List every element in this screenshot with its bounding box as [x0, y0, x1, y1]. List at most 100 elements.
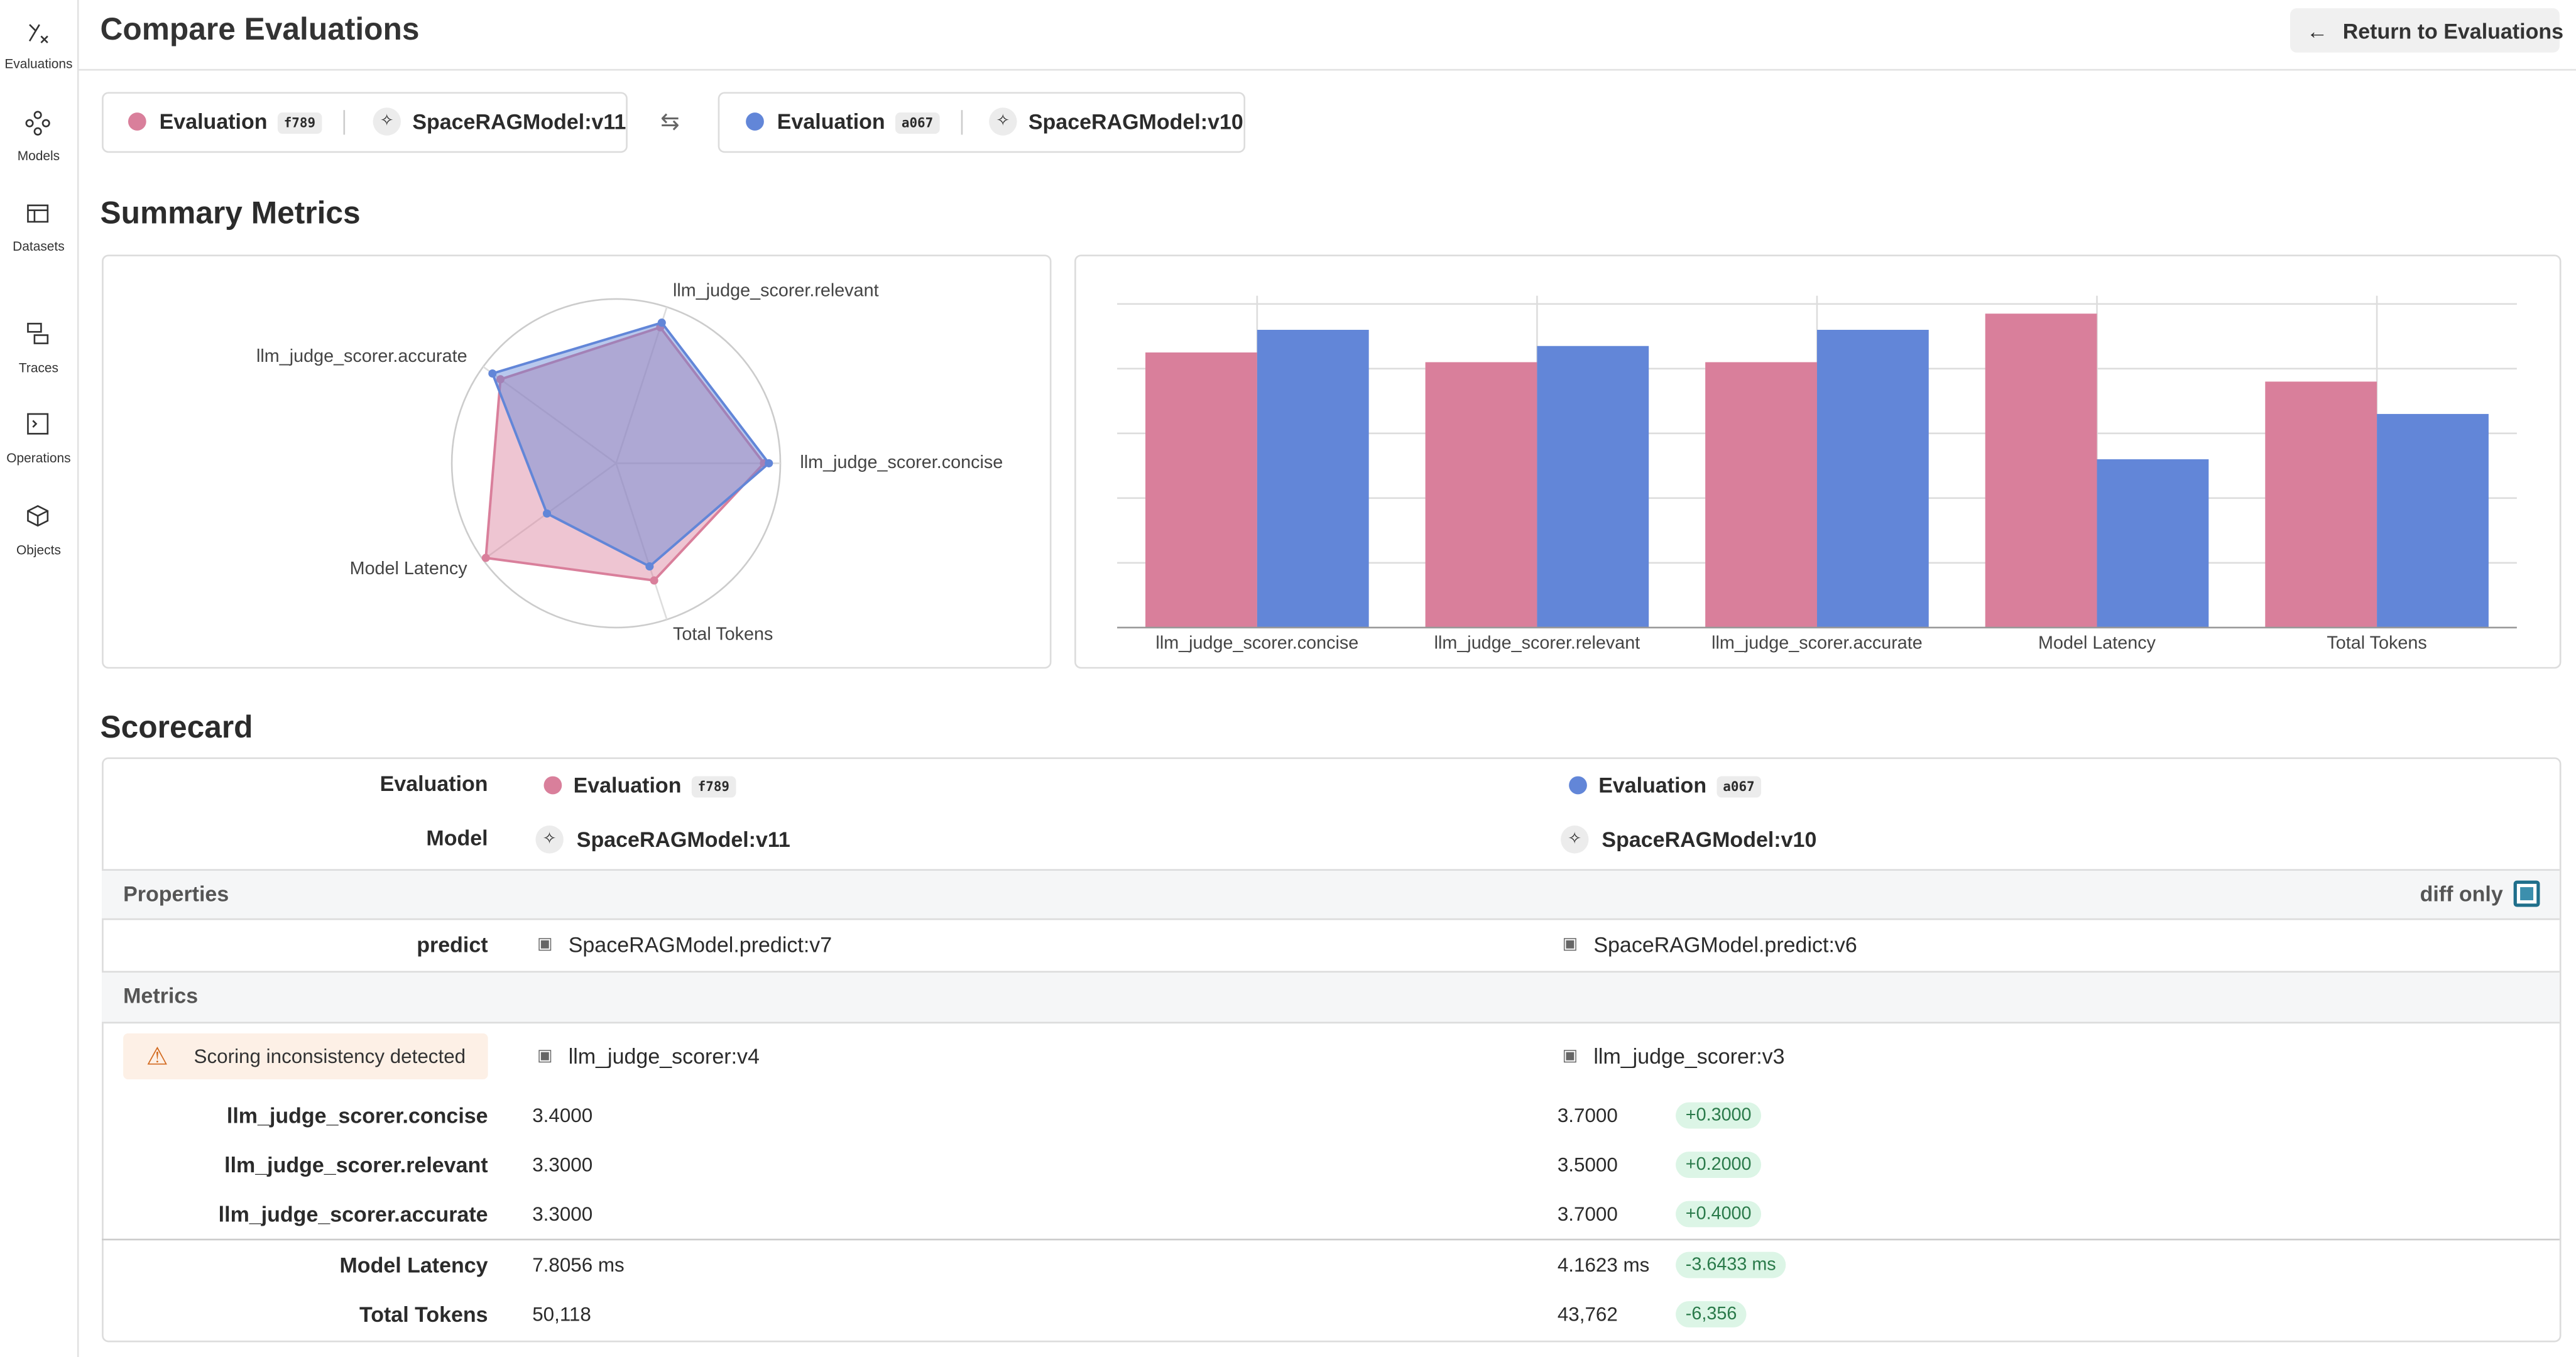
eval-text: Evaluation	[777, 109, 885, 134]
diff-only-checkbox[interactable]	[2513, 880, 2540, 907]
metric-value: 43,762	[1557, 1302, 1618, 1326]
selection-b[interactable]	[718, 92, 1246, 153]
eval-id: a067	[1716, 776, 1762, 798]
metric-value: 3.7000	[1557, 1202, 1618, 1226]
color-dot	[1569, 776, 1587, 795]
section-title: Scorecard	[100, 711, 253, 746]
eval-label: Evaluation a067	[1598, 773, 1762, 798]
icon	[25, 111, 50, 136]
nav-operations[interactable]: Operations	[6, 450, 71, 466]
metric-value: 3.3000	[532, 1202, 593, 1226]
axis-label: Model Latency	[350, 559, 468, 579]
section-band	[102, 869, 2560, 920]
nav-objects[interactable]: Objects	[16, 543, 61, 558]
x-tick-label: Model Latency	[2038, 633, 2156, 653]
bar	[1816, 329, 1929, 628]
row-divider	[102, 1238, 2560, 1241]
metric-label: llm_judge_scorer.relevant	[224, 1152, 488, 1177]
model-icon: ✧	[373, 107, 401, 136]
bar	[2377, 413, 2489, 628]
metric-label: Total Tokens	[359, 1302, 488, 1327]
model-name: SpaceRAGModel:v10	[1028, 109, 1243, 134]
nav-evaluations[interactable]: Evaluations	[4, 57, 73, 72]
op-name[interactable]: SpaceRAGModel.predict:v7	[568, 932, 832, 957]
sidebar	[0, 0, 79, 1357]
eval-text: Evaluation	[573, 773, 682, 798]
bar	[2097, 459, 2209, 628]
x-tick-label: llm_judge_scorer.relevant	[1434, 633, 1640, 653]
icon	[28, 24, 48, 43]
axis-label: Total Tokens	[673, 624, 773, 645]
model-name[interactable]: SpaceRAGModel:v11	[576, 827, 790, 852]
arrow-icon: ←	[2306, 19, 2328, 44]
eval-text: Evaluation	[159, 109, 268, 134]
radar-point	[657, 319, 666, 327]
section-label: Metrics	[123, 983, 199, 1008]
radar-point	[765, 459, 773, 467]
nav-datasets[interactable]: Datasets	[13, 239, 65, 254]
section-band	[102, 971, 2560, 1024]
nav-traces[interactable]: Traces	[18, 360, 59, 376]
radar-point	[543, 509, 552, 518]
header-border	[79, 68, 2576, 71]
icon	[27, 322, 49, 344]
row-label: predict	[417, 932, 488, 957]
metric-value: 4.1623 ms	[1557, 1253, 1650, 1277]
radar-area	[491, 321, 771, 568]
eval-label: Evaluation f789	[573, 773, 736, 798]
nav-models[interactable]: Models	[17, 148, 60, 164]
page-title: Compare Evaluations	[100, 13, 420, 48]
metric-value: 3.4000	[532, 1104, 593, 1127]
bar	[1425, 362, 1537, 628]
return-label[interactable]: Return to Evaluations	[2342, 19, 2564, 44]
radar-point	[650, 576, 658, 585]
scorer-name[interactable]: llm_judge_scorer:v4	[568, 1044, 760, 1069]
warning-icon: ⚠	[146, 1043, 168, 1071]
radar-spoke	[615, 307, 668, 464]
color-dot	[746, 112, 764, 131]
bar	[2265, 381, 2377, 628]
bar	[1145, 352, 1257, 628]
row-label: Model	[426, 826, 488, 851]
bar	[1705, 362, 1817, 628]
metric-label: llm_judge_scorer.accurate	[218, 1201, 488, 1227]
eval-label: Evaluation a067	[777, 109, 940, 134]
bar	[1537, 346, 1649, 628]
metric-value: 3.5000	[1557, 1153, 1618, 1177]
scorer-name[interactable]: llm_judge_scorer:v3	[1593, 1044, 1785, 1069]
metric-diff: -6,356	[1676, 1301, 1747, 1327]
model-icon: ✧	[535, 826, 564, 854]
scorecard	[102, 757, 2562, 1343]
return-button[interactable]	[2290, 8, 2560, 53]
swap-icon[interactable]: ⇆	[660, 107, 680, 134]
model-name: SpaceRAGModel:v11	[412, 109, 626, 134]
metric-value: 3.7000	[1557, 1104, 1618, 1127]
icon	[27, 504, 49, 527]
color-dot	[128, 112, 146, 131]
model-icon: ✧	[1561, 826, 1589, 854]
color-dot	[543, 776, 562, 795]
selection-a[interactable]	[102, 92, 628, 153]
eval-text: Evaluation	[1598, 773, 1707, 798]
section-label: Properties	[123, 881, 229, 907]
metric-diff: +0.2000	[1676, 1152, 1762, 1178]
eval-id: a067	[895, 112, 940, 134]
op-icon: ▣	[537, 1047, 553, 1065]
bar	[1985, 313, 2097, 628]
radar-spoke	[483, 366, 617, 464]
eval-id: f789	[277, 112, 322, 134]
op-icon: ▣	[1562, 1047, 1578, 1065]
model-name[interactable]: SpaceRAGModel:v10	[1602, 827, 1817, 852]
divider	[343, 110, 346, 135]
eval-label: Evaluation f789	[160, 109, 322, 134]
radar-spoke	[615, 463, 668, 620]
radar-point	[481, 553, 490, 562]
metric-label: llm_judge_scorer.concise	[226, 1103, 488, 1128]
x-tick-label: Total Tokens	[2327, 633, 2426, 653]
axis-label: llm_judge_scorer.relevant	[673, 280, 879, 300]
diff-only-label: diff only	[2420, 881, 2503, 907]
op-name[interactable]: SpaceRAGModel.predict:v6	[1593, 932, 1857, 957]
metric-diff: +0.4000	[1676, 1201, 1762, 1228]
